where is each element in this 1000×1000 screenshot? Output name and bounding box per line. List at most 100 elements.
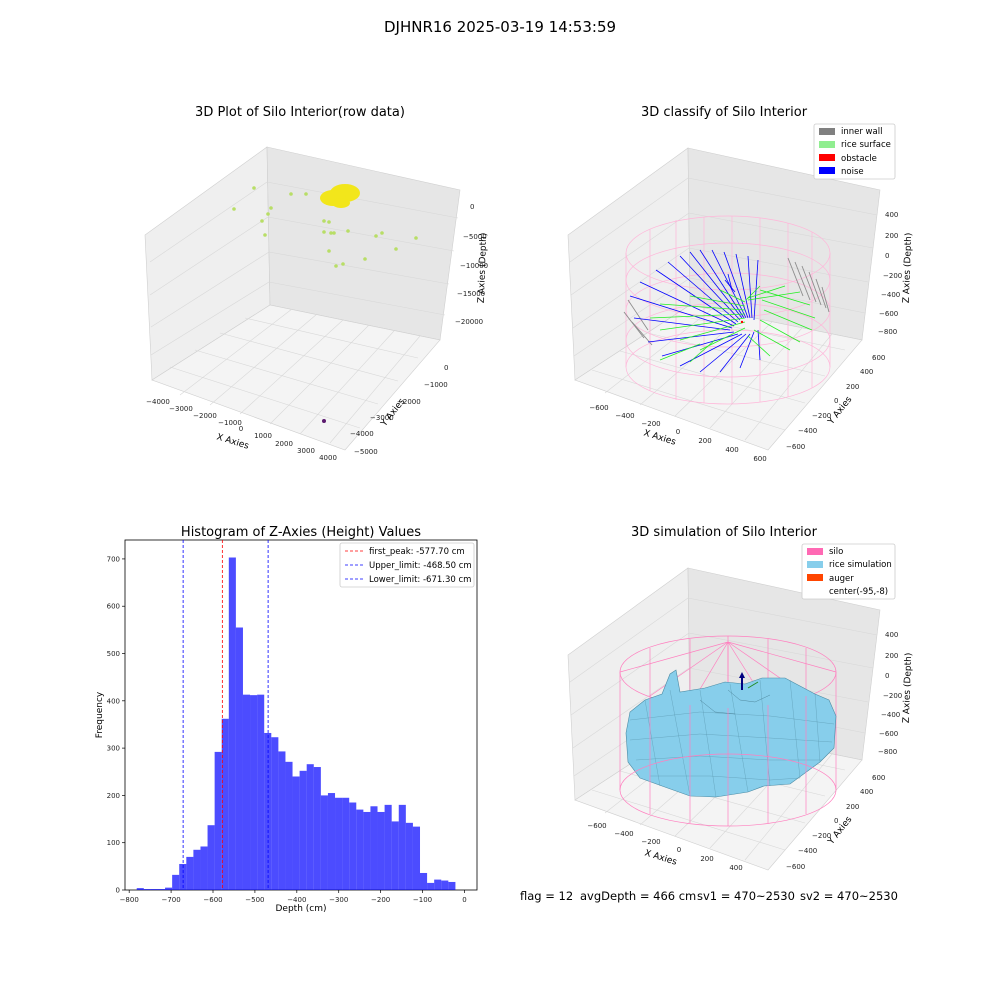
legend-label: auger bbox=[829, 574, 854, 584]
simulation-z-tick: 0 bbox=[885, 672, 889, 680]
simulation-z-tick: −200 bbox=[883, 692, 902, 700]
histogram-bar bbox=[207, 825, 215, 890]
raw-panel-title: 3D Plot of Silo Interior(row data) bbox=[195, 105, 405, 120]
legend-swatch-rice-surface bbox=[819, 141, 835, 148]
simulation-x-tick: −400 bbox=[614, 830, 633, 838]
simulation-z-tick: −800 bbox=[878, 748, 897, 756]
classify-x-tick: 400 bbox=[725, 446, 738, 454]
histogram-bar bbox=[228, 557, 236, 890]
classify-inner-wall-points bbox=[623, 257, 830, 346]
classify-3d-axes-box bbox=[567, 147, 881, 451]
histogram-bar bbox=[412, 826, 421, 890]
simulation-x-tick: −600 bbox=[587, 822, 606, 830]
flag-text: flag = 12 bbox=[520, 889, 573, 903]
histogram-y-tick-label: 400 bbox=[107, 697, 120, 705]
raw-z-ticks: 0 −5000 −10000 −15000 −20000 bbox=[455, 203, 488, 326]
raw-y-tick: −3000 bbox=[370, 414, 394, 422]
classify-y-tick: 200 bbox=[846, 383, 859, 391]
raw-y-tick: −2000 bbox=[397, 398, 421, 406]
raw-3d-axes-box bbox=[144, 146, 461, 451]
simulation-silo-wireframe-front bbox=[619, 696, 837, 827]
raw-z-tick: 0 bbox=[470, 203, 474, 211]
panel-histogram: Histogram of Z-Axies (Height) Values −80… bbox=[95, 525, 478, 914]
histogram-bar bbox=[165, 887, 173, 890]
legend-swatch-rice-simulation bbox=[807, 561, 823, 568]
raw-x-tick: 2000 bbox=[275, 440, 293, 448]
classify-panel-title: 3D classify of Silo Interior bbox=[641, 105, 808, 120]
histogram-bar bbox=[257, 694, 265, 890]
raw-dense-cluster bbox=[320, 184, 360, 208]
histogram-bar bbox=[136, 888, 144, 890]
raw-y-ticks: 0 −1000 −2000 −3000 −4000 −5000 bbox=[350, 364, 448, 456]
histogram-bar bbox=[320, 795, 328, 890]
simulation-panel-title: 3D simulation of Silo Interior bbox=[631, 525, 818, 540]
raw-x-tick: −1000 bbox=[218, 419, 242, 427]
classify-z-axis-label: Z Axies (Depth) bbox=[902, 233, 914, 304]
classify-rice-surface-points bbox=[649, 285, 816, 363]
classify-z-ticks: 400 200 0 −200 −400 −600 −800 bbox=[878, 211, 902, 336]
simulation-z-tick: −600 bbox=[879, 730, 898, 738]
histogram-x-axis-label: Depth (cm) bbox=[275, 904, 326, 914]
classify-x-tick: −400 bbox=[615, 412, 634, 420]
histogram-bar bbox=[186, 856, 194, 890]
histogram-bar bbox=[391, 821, 399, 890]
simulation-x-tick: −200 bbox=[641, 838, 660, 846]
legend-label: rice simulation bbox=[829, 560, 892, 570]
legend-label: Upper_limit: -468.50 cm bbox=[369, 561, 472, 571]
classify-y-tick: 600 bbox=[872, 354, 885, 362]
histogram-bar bbox=[363, 811, 371, 890]
classify-y-ticks: 600 400 200 0 −200 −400 −600 bbox=[786, 354, 885, 451]
raw-z-tick: −15000 bbox=[457, 290, 485, 298]
raw-scattered-points bbox=[232, 186, 418, 268]
legend-swatch-auger bbox=[807, 574, 823, 581]
raw-x-ticks: −4000 −3000 −2000 −1000 0 1000 2000 3000… bbox=[146, 398, 337, 462]
figure-title: DJHNR16 2025-03-19 14:53:59 bbox=[384, 18, 616, 36]
histogram-y-tick-label: 0 bbox=[116, 887, 120, 895]
simulation-x-ticks: −600 −400 −200 0 200 400 bbox=[587, 822, 742, 872]
raw-z-tick: −5000 bbox=[463, 233, 487, 241]
classify-y-tick: −200 bbox=[812, 412, 831, 420]
histogram-y-tick-label: 600 bbox=[107, 603, 120, 611]
histogram-bar bbox=[420, 872, 428, 890]
histogram-bar bbox=[271, 737, 279, 890]
sv1-text: sv1 = 470~2530 bbox=[697, 889, 795, 903]
simulation-y-tick: 600 bbox=[872, 774, 885, 782]
simulation-x-axis-label: X Axies bbox=[643, 848, 678, 867]
histogram-bar bbox=[356, 809, 364, 890]
histogram-bar bbox=[200, 846, 208, 890]
simulation-y-tick: −200 bbox=[812, 832, 831, 840]
raw-x-axis-label: X Axies bbox=[215, 432, 250, 451]
histogram-title: Histogram of Z-Axies (Height) Values bbox=[181, 525, 421, 540]
histogram-y-tick-label: 500 bbox=[107, 650, 120, 658]
panel-raw-data: 3D Plot of Silo Interior(row data) bbox=[144, 105, 489, 462]
histogram-reference-lines bbox=[182, 540, 269, 890]
histogram-y-tick-label: 200 bbox=[107, 792, 120, 800]
histogram-bar bbox=[441, 880, 449, 890]
raw-y-tick: −4000 bbox=[350, 430, 374, 438]
simulation-rice-surface bbox=[625, 669, 837, 798]
histogram-x-tick-label: −200 bbox=[371, 896, 390, 904]
simulation-z-tick: 200 bbox=[885, 652, 898, 660]
legend-swatch-noise bbox=[819, 167, 835, 174]
histogram-x-tick-label: −500 bbox=[245, 896, 264, 904]
histogram-bar bbox=[405, 822, 413, 890]
raw-y-tick: −1000 bbox=[424, 381, 448, 389]
legend-label: center(-95,-8) bbox=[829, 587, 888, 597]
simulation-z-ticks: 400 200 0 −200 −400 −600 −800 bbox=[878, 631, 902, 756]
histogram-bar bbox=[427, 882, 435, 890]
histogram-x-tick-label: 0 bbox=[462, 896, 466, 904]
classify-z-tick: 200 bbox=[885, 232, 898, 240]
classify-x-axis-label: X Axies bbox=[642, 428, 677, 447]
simulation-z-tick: −400 bbox=[881, 711, 900, 719]
simulation-y-tick: 200 bbox=[846, 803, 859, 811]
simulation-legend: silo rice simulation auger center(-95,-8… bbox=[801, 543, 896, 600]
classify-z-tick: −600 bbox=[879, 310, 898, 318]
histogram-bar bbox=[434, 879, 442, 890]
raw-x-tick: −4000 bbox=[146, 398, 170, 406]
classify-x-tick: 200 bbox=[698, 437, 711, 445]
classify-z-tick: −400 bbox=[881, 291, 900, 299]
histogram-bar bbox=[313, 767, 321, 890]
histogram-bar bbox=[278, 751, 286, 890]
histogram-y-tick-label: 700 bbox=[107, 555, 120, 563]
